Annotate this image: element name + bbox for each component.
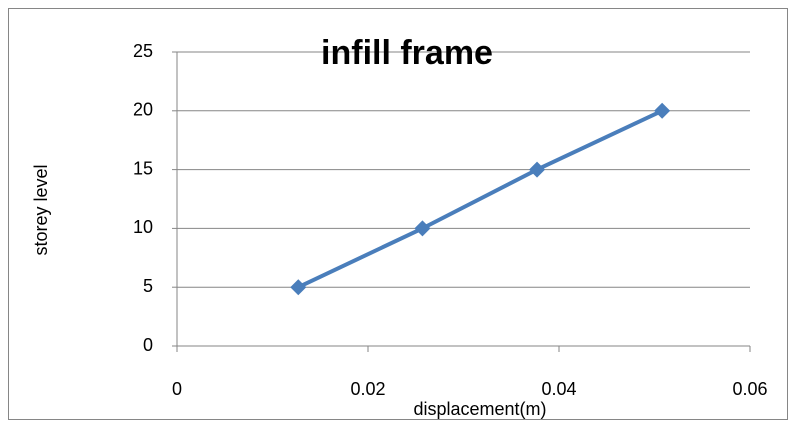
- data-point: [290, 279, 307, 296]
- x-tick-label: 0.04: [541, 379, 576, 399]
- x-tick-label: 0.02: [350, 379, 385, 399]
- data-point: [414, 220, 431, 237]
- series-line: [297, 108, 663, 290]
- chart-frame: [8, 8, 788, 420]
- y-tick-label: 15: [133, 158, 153, 178]
- x-axis-label: displacement(m): [413, 399, 546, 419]
- y-tick-label: 25: [133, 41, 153, 61]
- y-tick-label: 10: [133, 217, 153, 237]
- y-tick-label: 5: [143, 276, 153, 296]
- data-point: [654, 102, 671, 119]
- y-axis-label: storey level: [31, 164, 51, 255]
- x-tick-label: 0.06: [732, 379, 767, 399]
- chart-title: infill frame: [321, 34, 493, 72]
- y-tick-label: 0: [143, 335, 153, 355]
- y-tick-label: 20: [133, 100, 153, 120]
- data-point: [529, 161, 546, 178]
- x-tick-label: 0: [172, 379, 182, 399]
